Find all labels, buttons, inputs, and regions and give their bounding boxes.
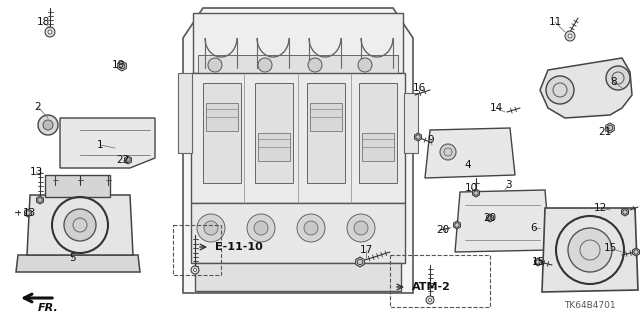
Circle shape xyxy=(48,30,52,34)
Circle shape xyxy=(606,66,630,90)
Polygon shape xyxy=(454,221,460,229)
Polygon shape xyxy=(16,255,140,272)
Bar xyxy=(390,255,490,307)
Text: 14: 14 xyxy=(490,103,502,113)
Text: 4: 4 xyxy=(465,160,471,170)
Bar xyxy=(173,225,221,275)
Text: 20: 20 xyxy=(436,225,449,235)
Text: 16: 16 xyxy=(412,83,426,93)
Text: 20: 20 xyxy=(483,213,497,223)
Bar xyxy=(193,13,403,73)
Text: 10: 10 xyxy=(465,183,477,193)
Circle shape xyxy=(304,221,318,235)
Polygon shape xyxy=(356,257,364,267)
Circle shape xyxy=(208,58,222,72)
Polygon shape xyxy=(534,258,541,266)
Polygon shape xyxy=(540,58,632,118)
Polygon shape xyxy=(425,128,515,178)
Polygon shape xyxy=(605,123,614,133)
Bar xyxy=(258,133,290,161)
Circle shape xyxy=(191,266,199,274)
Text: 1: 1 xyxy=(97,140,103,150)
Circle shape xyxy=(308,58,322,72)
Text: 2: 2 xyxy=(35,102,42,112)
Circle shape xyxy=(43,120,53,130)
Circle shape xyxy=(440,144,456,160)
Polygon shape xyxy=(60,118,155,168)
Polygon shape xyxy=(36,196,44,204)
Circle shape xyxy=(38,115,58,135)
Bar xyxy=(191,203,405,263)
Text: 22: 22 xyxy=(116,155,130,165)
Bar xyxy=(362,133,394,161)
Bar xyxy=(206,103,238,131)
Polygon shape xyxy=(24,209,31,217)
Text: 21: 21 xyxy=(598,127,612,137)
Circle shape xyxy=(297,214,325,242)
Text: TK64B4701: TK64B4701 xyxy=(564,300,616,309)
Circle shape xyxy=(565,31,575,41)
Bar xyxy=(195,263,401,291)
Text: 12: 12 xyxy=(593,203,607,213)
Polygon shape xyxy=(183,8,413,293)
Text: 3: 3 xyxy=(505,180,511,190)
Circle shape xyxy=(258,58,272,72)
Circle shape xyxy=(354,221,368,235)
Polygon shape xyxy=(542,208,638,292)
Bar xyxy=(310,103,342,131)
Text: 15: 15 xyxy=(604,243,616,253)
Circle shape xyxy=(64,209,96,241)
Bar xyxy=(359,83,397,183)
Text: E-11-10: E-11-10 xyxy=(215,242,263,252)
Circle shape xyxy=(546,76,574,104)
Text: FR.: FR. xyxy=(38,303,58,313)
Polygon shape xyxy=(632,248,639,256)
Bar xyxy=(307,83,345,183)
Circle shape xyxy=(247,214,275,242)
Text: 6: 6 xyxy=(531,223,538,233)
Polygon shape xyxy=(621,208,628,216)
Text: 19: 19 xyxy=(111,60,125,70)
Text: 13: 13 xyxy=(22,208,36,218)
Bar xyxy=(45,175,110,197)
Bar xyxy=(198,55,398,75)
Bar xyxy=(178,73,192,153)
Text: 5: 5 xyxy=(68,253,76,263)
Circle shape xyxy=(193,269,196,271)
Circle shape xyxy=(426,296,434,304)
Circle shape xyxy=(358,58,372,72)
Text: 18: 18 xyxy=(36,17,50,27)
Bar xyxy=(404,93,418,153)
Text: 13: 13 xyxy=(29,167,43,177)
Circle shape xyxy=(429,299,431,301)
Polygon shape xyxy=(415,133,422,141)
Text: 15: 15 xyxy=(531,257,545,267)
Text: 17: 17 xyxy=(360,245,372,255)
Polygon shape xyxy=(27,195,133,255)
Circle shape xyxy=(204,221,218,235)
Circle shape xyxy=(568,34,572,38)
Circle shape xyxy=(254,221,268,235)
Polygon shape xyxy=(118,61,126,71)
Bar xyxy=(255,83,293,183)
Bar xyxy=(203,83,241,183)
Bar xyxy=(191,73,405,203)
Circle shape xyxy=(197,214,225,242)
Text: 11: 11 xyxy=(548,17,562,27)
Text: 8: 8 xyxy=(611,77,618,87)
Polygon shape xyxy=(455,190,550,252)
Circle shape xyxy=(568,228,612,272)
Circle shape xyxy=(45,27,55,37)
Text: 9: 9 xyxy=(428,135,435,145)
Polygon shape xyxy=(486,214,493,222)
Circle shape xyxy=(347,214,375,242)
Polygon shape xyxy=(472,189,479,197)
Polygon shape xyxy=(125,156,131,164)
Text: ATM-2: ATM-2 xyxy=(412,282,451,292)
